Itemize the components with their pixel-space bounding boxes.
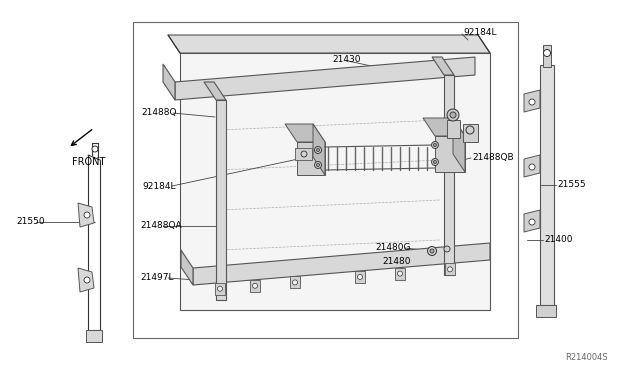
Polygon shape: [204, 82, 226, 100]
Polygon shape: [290, 276, 300, 288]
Circle shape: [444, 246, 450, 252]
Polygon shape: [180, 53, 490, 310]
Polygon shape: [447, 120, 460, 138]
Polygon shape: [86, 330, 102, 342]
Circle shape: [466, 126, 474, 134]
Polygon shape: [536, 305, 556, 317]
Circle shape: [529, 164, 535, 170]
Circle shape: [529, 99, 535, 105]
Circle shape: [543, 49, 550, 57]
Polygon shape: [215, 283, 225, 295]
Text: FRONT: FRONT: [72, 157, 106, 167]
Polygon shape: [295, 148, 312, 160]
Polygon shape: [444, 75, 454, 275]
Polygon shape: [524, 210, 540, 232]
Circle shape: [314, 147, 321, 154]
Circle shape: [218, 286, 223, 291]
Polygon shape: [355, 271, 365, 283]
Circle shape: [301, 151, 307, 157]
Polygon shape: [297, 142, 325, 175]
Text: 21550: 21550: [16, 217, 45, 225]
Circle shape: [253, 283, 257, 288]
Text: 21400: 21400: [544, 234, 573, 244]
Polygon shape: [216, 100, 226, 300]
Polygon shape: [524, 90, 540, 112]
Polygon shape: [193, 243, 490, 285]
Circle shape: [433, 144, 436, 147]
Circle shape: [450, 112, 456, 118]
Polygon shape: [78, 268, 94, 292]
Circle shape: [447, 109, 459, 121]
Polygon shape: [395, 267, 405, 280]
Text: 21497L: 21497L: [140, 273, 173, 282]
Circle shape: [428, 247, 436, 256]
Text: 21430: 21430: [332, 55, 360, 64]
Text: R214004S: R214004S: [565, 353, 607, 362]
Circle shape: [447, 267, 452, 272]
Text: 92184L: 92184L: [142, 182, 175, 190]
Circle shape: [431, 141, 438, 148]
Circle shape: [314, 161, 321, 169]
Text: 21480: 21480: [382, 257, 410, 266]
Polygon shape: [423, 118, 465, 136]
Circle shape: [84, 277, 90, 283]
Polygon shape: [540, 65, 554, 305]
Polygon shape: [463, 124, 478, 142]
Text: 21555: 21555: [557, 180, 586, 189]
Circle shape: [317, 164, 319, 167]
Polygon shape: [313, 124, 325, 175]
Text: 21488Q: 21488Q: [141, 108, 177, 116]
Text: 21480G: 21480G: [375, 243, 410, 251]
Circle shape: [397, 271, 403, 276]
Circle shape: [92, 146, 98, 152]
Circle shape: [431, 158, 438, 166]
Circle shape: [430, 249, 434, 253]
Polygon shape: [181, 250, 193, 285]
Text: 21488QA: 21488QA: [140, 221, 182, 230]
Polygon shape: [524, 155, 540, 177]
Circle shape: [358, 275, 362, 279]
Polygon shape: [250, 280, 260, 292]
Circle shape: [433, 160, 436, 164]
Polygon shape: [163, 64, 175, 100]
Polygon shape: [78, 203, 94, 227]
Text: 92184L: 92184L: [463, 28, 497, 36]
Polygon shape: [175, 57, 475, 100]
Polygon shape: [435, 136, 465, 172]
Polygon shape: [453, 118, 465, 172]
Polygon shape: [445, 263, 455, 275]
Circle shape: [84, 212, 90, 218]
Polygon shape: [285, 124, 325, 142]
Text: 21488QB: 21488QB: [472, 153, 514, 161]
Polygon shape: [168, 35, 490, 53]
Polygon shape: [432, 57, 454, 75]
Circle shape: [292, 280, 298, 285]
Circle shape: [317, 148, 319, 151]
Circle shape: [529, 219, 535, 225]
Polygon shape: [543, 45, 551, 67]
